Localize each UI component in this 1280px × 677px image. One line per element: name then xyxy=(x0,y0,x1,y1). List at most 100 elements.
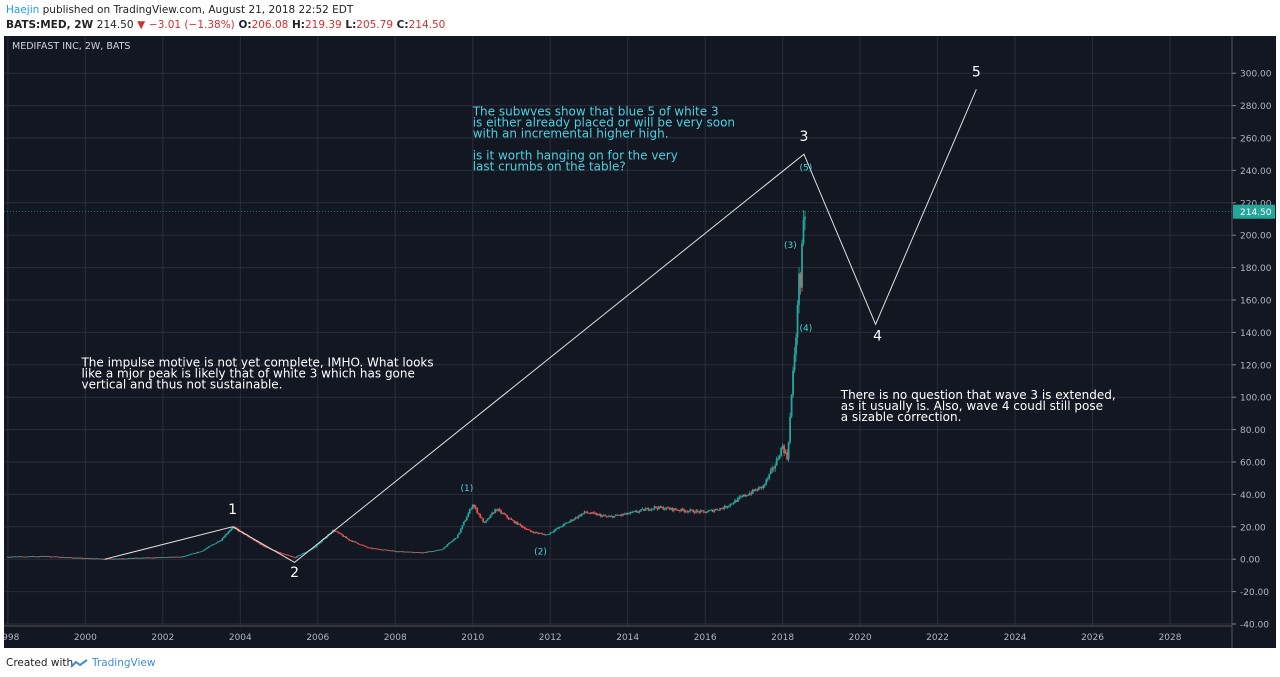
candle-body xyxy=(123,558,125,560)
candle-body xyxy=(513,520,516,524)
annotation-line: as it usually is. Also, wave 4 coudl sti… xyxy=(841,399,1103,413)
candle-body xyxy=(202,550,204,552)
candle-body xyxy=(151,557,154,559)
candle-body xyxy=(501,513,504,514)
candle-body xyxy=(516,521,519,525)
candle-body xyxy=(445,546,447,548)
candle-body xyxy=(51,556,54,558)
price-chart[interactable]: 300.00280.00260.00240.00220.00200.00180.… xyxy=(4,36,1276,648)
candle-body xyxy=(172,556,175,558)
author-link[interactable]: Haejin xyxy=(6,4,40,16)
candle-body xyxy=(275,550,277,552)
candle-body xyxy=(316,544,319,546)
candle-body xyxy=(635,511,638,513)
price-change: −3.01 (−1.38%) xyxy=(148,19,235,31)
candle-body xyxy=(258,542,261,545)
candle-body xyxy=(568,521,571,523)
candle-body xyxy=(534,532,537,534)
wave-label: (2) xyxy=(534,547,547,557)
candle-body xyxy=(792,370,794,395)
candle-body xyxy=(39,556,42,557)
candle-body xyxy=(199,551,201,553)
candle-body xyxy=(506,514,508,518)
candle-body xyxy=(474,506,477,509)
y-tick-label: 280.00 xyxy=(1240,102,1272,112)
candle-body xyxy=(230,528,233,531)
candle-body xyxy=(439,549,441,551)
candle-body xyxy=(582,513,584,515)
candle-body xyxy=(366,546,368,548)
candle-body xyxy=(74,557,76,559)
candle-body xyxy=(640,509,642,511)
last-price: 214.50 xyxy=(96,19,134,31)
candle-body xyxy=(528,529,531,531)
candle-body xyxy=(574,517,577,520)
candle-body xyxy=(470,508,473,510)
candle-body xyxy=(483,522,486,524)
candle-body xyxy=(150,557,152,559)
x-tick-label: 2016 xyxy=(694,633,717,643)
x-tick-label: 2028 xyxy=(1159,633,1182,643)
candle-body xyxy=(26,556,29,558)
candle-body xyxy=(473,504,476,507)
candle-body xyxy=(81,557,84,559)
candle-body xyxy=(446,544,449,547)
candle-body xyxy=(567,522,569,524)
candle-body xyxy=(458,532,461,535)
candle-body xyxy=(124,558,127,560)
annotation-line: last crumbs on the table? xyxy=(473,159,626,173)
candle-body xyxy=(27,556,30,558)
candle-body xyxy=(774,465,777,469)
candle-body xyxy=(282,553,285,555)
candle-body xyxy=(175,556,178,558)
candle-body xyxy=(465,517,468,521)
candle-body xyxy=(553,529,556,532)
candle-body xyxy=(681,508,684,511)
candle-body xyxy=(382,549,385,551)
high-value: 219.39 xyxy=(304,19,342,31)
candle-body xyxy=(418,552,420,553)
candle-body xyxy=(525,529,528,530)
candle-body xyxy=(234,527,237,529)
candle-body xyxy=(6,556,9,558)
candle-body xyxy=(251,538,254,540)
candle-body xyxy=(757,487,760,491)
candle-body xyxy=(795,337,797,355)
candle-body xyxy=(96,558,99,560)
candle-body xyxy=(522,527,525,528)
candle-body xyxy=(23,556,26,558)
annotation-line: is either already placed or will be very… xyxy=(473,115,735,129)
candle-body xyxy=(285,554,288,556)
candle-body xyxy=(20,556,23,558)
candle-body xyxy=(385,549,388,551)
candle-body xyxy=(632,511,635,513)
candle-body xyxy=(631,511,634,513)
candle-body xyxy=(598,514,601,516)
candle-body xyxy=(310,548,313,550)
candle-body xyxy=(139,557,142,559)
candle-body xyxy=(50,556,52,558)
candle-body xyxy=(789,416,791,443)
candle-body xyxy=(389,550,392,552)
candle-body xyxy=(24,556,27,558)
candle-body xyxy=(592,512,595,514)
candle-body xyxy=(704,511,707,514)
candle-body xyxy=(374,548,377,550)
candle-body xyxy=(53,556,55,558)
candle-body xyxy=(741,496,744,498)
x-tick-label: 2002 xyxy=(151,633,174,643)
candle-body xyxy=(68,557,70,559)
candle-body xyxy=(659,506,662,508)
candle-body xyxy=(294,557,297,559)
tradingview-brand-link[interactable]: TradingView xyxy=(92,657,156,669)
annotation-line: There is no question that wave 3 is exte… xyxy=(840,388,1116,402)
candle-body xyxy=(550,532,553,534)
candle-body xyxy=(108,558,111,560)
wave-label: (5) xyxy=(800,163,813,173)
candle-body xyxy=(217,541,219,543)
candle-body xyxy=(41,556,44,557)
candle-body xyxy=(266,547,269,549)
candle-body xyxy=(155,557,158,559)
candle-body xyxy=(223,537,225,539)
candle-body xyxy=(665,507,668,510)
